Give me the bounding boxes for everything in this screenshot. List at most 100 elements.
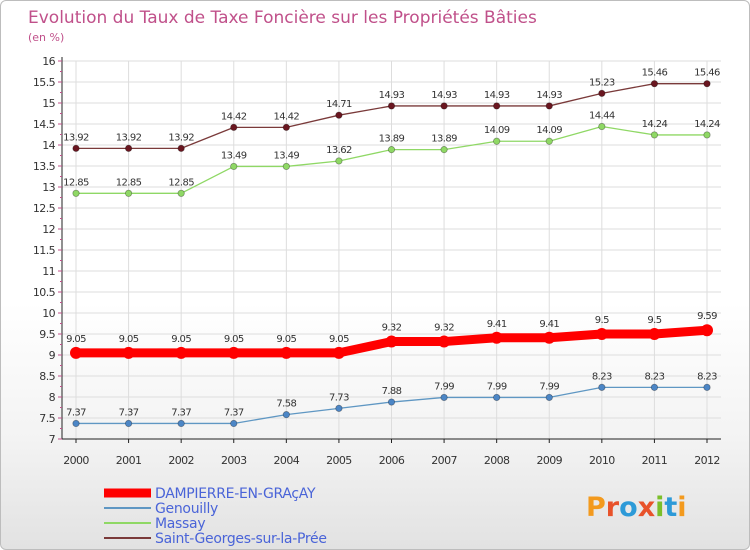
x-tick-label: 2005: [326, 454, 352, 467]
point-genouilly-2000: [72, 419, 80, 428]
chart-subtitle: (en %): [28, 31, 64, 44]
data-label-saint-georges-sur-la-pr-e-2004: 14.42: [274, 111, 300, 122]
legend-label-saint-georges-sur-la-pr-e: Saint-Georges-sur-la-Prée: [155, 531, 327, 547]
y-tick-label: 13.5: [33, 160, 56, 173]
y-tick-label: 10: [42, 307, 55, 320]
point-genouilly-2005: [335, 404, 343, 412]
point-saint-georges-sur-la-pr-e-2004: [282, 123, 290, 131]
data-label-saint-georges-sur-la-pr-e-2002: 13.92: [168, 132, 194, 143]
point-genouilly-2010: [598, 383, 606, 391]
point-massay-2004: [282, 162, 290, 171]
data-label-saint-georges-sur-la-pr-e-2010: 15.23: [589, 77, 615, 88]
data-label-dampierre-en-gra-ay-2000: 9.05: [66, 334, 86, 345]
point-saint-georges-sur-la-pr-e-2006: [387, 102, 396, 110]
data-label-massay-2002: 12.85: [168, 177, 194, 188]
point-genouilly-2004: [282, 411, 290, 419]
point-dampierre-en-gra-ay-2002: [175, 346, 188, 359]
y-tick-label: 12.5: [33, 202, 56, 215]
legend-label-genouilly: Genouilly: [155, 501, 218, 517]
data-label-saint-georges-sur-la-pr-e-2000: 13.92: [63, 132, 89, 143]
data-label-dampierre-en-gra-ay-2008: 9.41: [487, 319, 507, 330]
y-tick-label: 14.5: [33, 118, 56, 131]
data-label-genouilly-2004: 7.58: [276, 399, 296, 410]
data-label-dampierre-en-gra-ay-2007: 9.32: [434, 323, 454, 334]
data-label-genouilly-2005: 7.73: [329, 392, 349, 403]
data-label-genouilly-2002: 7.37: [171, 407, 191, 418]
proxiti-logo: Proxiti: [586, 492, 687, 523]
data-label-saint-georges-sur-la-pr-e-2008: 14.93: [484, 90, 510, 101]
axes: 77.588.599.51010.51111.51212.51313.51414…: [33, 55, 721, 467]
y-tick-label: 15.5: [33, 76, 56, 89]
data-label-dampierre-en-gra-ay-2011: 9.5: [647, 315, 661, 326]
point-dampierre-en-gra-ay-2009: [543, 331, 556, 344]
point-genouilly-2009: [545, 393, 553, 402]
data-label-dampierre-en-gra-ay-2003: 9.05: [224, 334, 244, 345]
y-tick-label: 8: [49, 391, 56, 404]
point-saint-georges-sur-la-pr-e-2009: [545, 102, 553, 110]
data-label-massay-2001: 12.85: [116, 177, 142, 188]
data-label-massay-2003: 13.49: [221, 150, 247, 161]
data-label-dampierre-en-gra-ay-2010: 9.5: [595, 315, 609, 326]
data-label-massay-2008: 14.09: [484, 125, 510, 136]
point-dampierre-en-gra-ay-2003: [227, 346, 240, 359]
data-label-saint-georges-sur-la-pr-e-2001: 13.92: [116, 132, 142, 143]
data-label-massay-2005: 13.62: [326, 145, 352, 156]
x-tick-label: 2012: [694, 454, 720, 467]
data-label-saint-georges-sur-la-pr-e-2005: 14.71: [326, 99, 352, 110]
point-dampierre-en-gra-ay-2008: [490, 331, 503, 344]
data-label-dampierre-en-gra-ay-2001: 9.05: [119, 334, 139, 345]
data-label-massay-2000: 12.85: [63, 177, 89, 188]
point-massay-2001: [124, 189, 133, 197]
y-tick-label: 8.5: [39, 370, 55, 383]
point-dampierre-en-gra-ay-2006: [385, 335, 398, 348]
data-label-dampierre-en-gra-ay-2006: 9.32: [382, 323, 402, 334]
data-label-genouilly-2011: 8.23: [644, 371, 664, 382]
data-label-saint-georges-sur-la-pr-e-2011: 15.46: [642, 68, 668, 79]
x-tick-label: 2000: [63, 454, 89, 467]
data-label-dampierre-en-gra-ay-2012: 9.59: [697, 311, 717, 322]
point-saint-georges-sur-la-pr-e-2000: [72, 144, 80, 152]
grid: [62, 60, 721, 440]
x-tick-label: 2009: [536, 454, 562, 467]
data-label-genouilly-2006: 7.88: [382, 386, 402, 397]
y-tick-label: 9.5: [39, 328, 55, 341]
point-dampierre-en-gra-ay-2007: [438, 335, 451, 348]
data-label-massay-2009: 14.09: [536, 125, 562, 136]
data-label-massay-2011: 14.24: [642, 119, 668, 130]
point-saint-georges-sur-la-pr-e-2002: [177, 144, 185, 152]
point-genouilly-2006: [387, 398, 396, 406]
point-genouilly-2002: [177, 419, 185, 428]
data-label-massay-2007: 13.89: [431, 134, 457, 145]
x-tick-label: 2010: [589, 454, 615, 467]
y-tick-label: 15: [42, 97, 55, 110]
point-massay-2000: [72, 189, 80, 197]
point-saint-georges-sur-la-pr-e-2003: [230, 123, 238, 131]
point-dampierre-en-gra-ay-2004: [280, 346, 293, 359]
point-saint-georges-sur-la-pr-e-2008: [493, 102, 501, 110]
point-genouilly-2012: [703, 383, 711, 391]
data-label-massay-2012: 14.24: [694, 119, 720, 130]
point-dampierre-en-gra-ay-2005: [332, 346, 345, 359]
x-tick-label: 2006: [379, 454, 405, 467]
point-massay-2011: [650, 131, 659, 139]
data-label-genouilly-2000: 7.37: [66, 407, 86, 418]
y-tick-label: 11.5: [33, 244, 56, 257]
point-saint-georges-sur-la-pr-e-2001: [124, 144, 133, 152]
data-labels: 7.37 7.37 7.37 7.37 7.58 7.73 7.88 7.99 7.99 7.99…: [63, 68, 720, 419]
data-label-saint-georges-sur-la-pr-e-2009: 14.93: [536, 90, 562, 101]
y-tick-label: 9: [49, 349, 56, 362]
point-genouilly-2011: [650, 383, 659, 391]
y-tick-label: 13: [42, 181, 55, 194]
chart-title: Evolution du Taux de Taxe Foncière sur l…: [28, 8, 537, 28]
point-dampierre-en-gra-ay-2012: [701, 324, 713, 337]
data-label-saint-georges-sur-la-pr-e-2006: 14.93: [379, 90, 405, 101]
y-tick-label: 14: [42, 139, 55, 152]
data-label-massay-2010: 14.44: [589, 111, 615, 122]
y-tick-label: 10.5: [33, 286, 56, 299]
data-label-genouilly-2012: 8.23: [697, 371, 717, 382]
data-label-saint-georges-sur-la-pr-e-2012: 15.46: [694, 68, 720, 79]
data-label-massay-2004: 13.49: [274, 150, 300, 161]
point-dampierre-en-gra-ay-2011: [648, 328, 661, 340]
point-saint-georges-sur-la-pr-e-2012: [703, 80, 711, 88]
